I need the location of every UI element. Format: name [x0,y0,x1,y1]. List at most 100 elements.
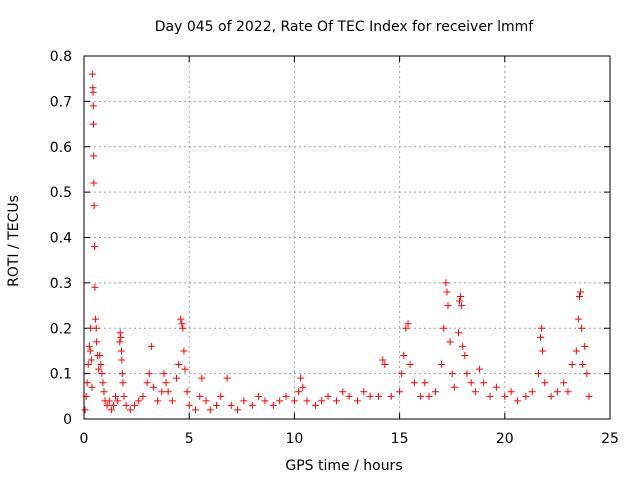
y-tick-label: 0.4 [50,231,72,247]
data-point [564,388,572,396]
data-point [180,347,188,355]
y-tick-label: 0.3 [50,276,72,292]
data-point [398,370,406,378]
data-point [579,361,587,369]
data-point [255,392,263,400]
data-point [122,401,130,409]
data-point [541,379,549,387]
data-point [240,397,248,405]
data-point [93,338,101,346]
data-point [299,383,307,391]
data-point [282,392,290,400]
data-point [91,243,99,251]
data-point [461,351,469,359]
data-point [109,401,117,409]
data-point [107,406,115,414]
data-point [396,388,404,396]
data-point [178,320,186,328]
data-point [324,392,332,400]
data-point [381,361,389,369]
data-point [158,388,166,396]
data-point [476,365,484,373]
data-point [92,315,100,323]
data-point [117,347,125,355]
y-tick-label: 0.5 [50,185,72,201]
data-point [145,370,153,378]
y-tick-label: 0.8 [50,49,72,65]
data-point [181,365,189,373]
data-point [581,342,589,350]
data-point [217,392,225,400]
data-point [585,392,593,400]
data-point [114,397,122,405]
data-point [88,70,96,78]
data-point [360,388,368,396]
data-point [118,356,126,364]
data-point [175,361,183,369]
data-point [539,347,547,355]
data-point [116,338,124,346]
data-point [269,401,277,409]
y-tick-label: 0.7 [50,94,72,110]
data-point [290,397,298,405]
data-point [139,392,147,400]
data-point [471,388,479,396]
data-point [507,388,515,396]
data-point [99,379,107,387]
data-point [575,292,583,300]
x-tick-label: 20 [496,431,514,447]
data-points [81,70,593,414]
data-point [547,392,555,400]
data-point [130,401,138,409]
data-point [126,406,134,414]
data-point [402,324,410,332]
data-point [560,379,568,387]
data-point [86,347,94,355]
data-point [537,333,545,341]
data-point [501,392,509,400]
data-point [553,388,561,396]
data-point [92,324,100,332]
data-point [213,401,221,409]
data-point [89,102,97,110]
data-point [431,388,439,396]
data-point [486,392,494,400]
data-point [164,388,172,396]
data-point [183,388,191,396]
y-axis-label: ROTI / TECUs [6,195,22,287]
data-point [528,388,536,396]
data-point [463,370,471,378]
y-tick-label: 0.2 [50,321,72,337]
data-point [179,324,187,332]
data-point [568,361,576,369]
data-point [578,324,586,332]
data-point [440,324,448,332]
data-point [90,179,98,187]
data-point [446,338,454,346]
data-point [223,374,231,382]
data-point [311,401,319,409]
data-point [583,370,591,378]
data-point [375,392,383,400]
data-point [444,302,452,310]
data-point [97,361,105,369]
data-point [387,392,395,400]
x-tick-label: 5 [185,431,194,447]
data-point [421,379,429,387]
data-point [577,288,585,296]
data-point [538,324,546,332]
data-point [95,365,103,373]
data-point [90,152,98,160]
data-point [85,342,93,350]
data-point [425,392,433,400]
data-point [534,370,542,378]
data-point [467,379,475,387]
data-point [404,320,412,328]
data-point [572,347,580,355]
data-point [354,397,362,405]
data-point [400,351,408,359]
data-point [112,392,120,400]
data-point [297,374,305,382]
data-point [332,397,340,405]
x-tick-label: 0 [80,431,89,447]
